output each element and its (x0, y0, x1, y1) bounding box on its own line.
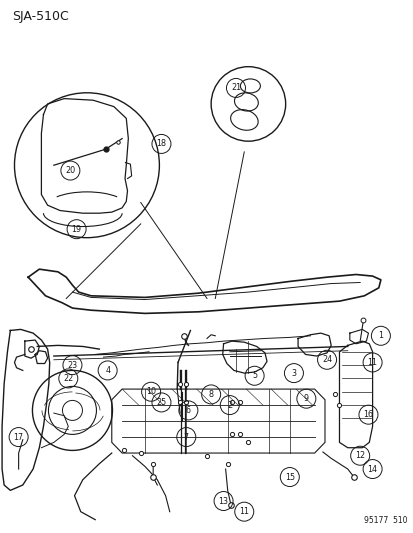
Text: 20: 20 (65, 166, 75, 175)
Text: 9: 9 (303, 394, 308, 403)
Text: 17: 17 (14, 433, 24, 441)
Text: 18: 18 (156, 140, 166, 148)
Text: SJA-510C: SJA-510C (12, 10, 69, 23)
Text: 10: 10 (146, 387, 156, 396)
Text: 25: 25 (156, 398, 166, 407)
Text: 5: 5 (252, 372, 256, 380)
Text: 19: 19 (71, 225, 81, 233)
Text: 1: 1 (377, 332, 382, 340)
Text: 11: 11 (239, 507, 249, 516)
Text: 15: 15 (284, 473, 294, 481)
Text: 4: 4 (105, 366, 110, 375)
Text: 13: 13 (218, 497, 228, 505)
Text: 95177  510: 95177 510 (363, 516, 407, 525)
Text: 16: 16 (363, 410, 373, 419)
Text: 12: 12 (354, 451, 364, 460)
Text: 3: 3 (291, 369, 296, 377)
Text: 22: 22 (63, 374, 73, 383)
Text: 14: 14 (367, 465, 377, 473)
Text: 11: 11 (367, 358, 377, 367)
Text: 7: 7 (183, 433, 188, 441)
Text: 24: 24 (321, 356, 331, 364)
Text: 6: 6 (185, 406, 190, 415)
Text: 2: 2 (227, 401, 232, 409)
Text: 23: 23 (67, 361, 77, 369)
Text: 8: 8 (208, 390, 213, 399)
Text: 21: 21 (230, 84, 240, 92)
